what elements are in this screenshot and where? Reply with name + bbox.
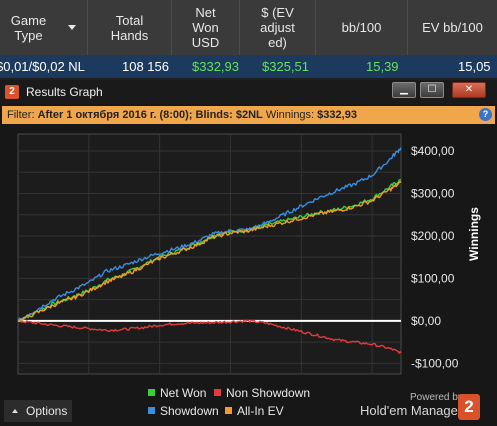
series-line-showdown xyxy=(17,147,402,322)
column-header-label: $ (EV adjust ed) xyxy=(260,5,295,50)
winnings-label: Winnings: xyxy=(265,109,315,121)
column-header-ev-adjusted[interactable]: $ (EV adjust ed) xyxy=(239,0,315,55)
maximize-button[interactable]: ☐ xyxy=(420,82,444,98)
minimize-button[interactable]: ▁ xyxy=(392,82,416,98)
column-header-ev-bb100[interactable]: EV bb/100 xyxy=(407,0,497,55)
legend-item-net-won[interactable]: Net Won xyxy=(148,386,206,400)
series-line-all-in-ev xyxy=(17,180,402,322)
y-tick-label: $300,00 xyxy=(411,186,455,200)
legend-swatch xyxy=(148,389,155,396)
column-header-net-won[interactable]: Net Won USD xyxy=(171,0,239,55)
y-tick-label: $100,00 xyxy=(411,271,455,285)
winnings-value: $332,93 xyxy=(317,109,357,121)
powered-by-text: Powered by xyxy=(410,392,463,403)
cell-bb100: 15,39 xyxy=(366,59,399,74)
cell-ev-adjusted: $325,51 xyxy=(262,59,309,74)
options-button[interactable]: Options xyxy=(4,400,72,422)
legend-label: Non Showdown xyxy=(226,386,311,400)
column-header-bb100[interactable]: bb/100 xyxy=(315,0,407,55)
y-tick-label: $400,00 xyxy=(411,144,455,158)
cell-ev-bb100: 15,05 xyxy=(458,59,491,74)
close-button[interactable]: ✕ xyxy=(452,82,486,98)
stats-table: Game Type Total Hands Net Won USD $ (EV … xyxy=(0,0,497,78)
app-logo-icon: 2 xyxy=(5,85,19,99)
series-line-non-showdown xyxy=(17,319,402,354)
column-header-total-hands[interactable]: Total Hands xyxy=(87,0,171,55)
results-chart: $400,00 $300,00 $200,00 $100,00 $0,00 -$100,0… xyxy=(17,133,481,375)
window-title: Results Graph xyxy=(26,85,103,99)
cell-total-hands: 108 156 xyxy=(122,59,169,74)
y-tick-label: $200,00 xyxy=(411,229,455,243)
table-row[interactable]: $0,01/$0,02 NL 108 156 $332,93 $325,51 1… xyxy=(0,55,497,78)
window-titlebar[interactable]: 2 Results Graph ▁ ☐ ✕ xyxy=(0,80,497,104)
legend-swatch xyxy=(148,407,155,414)
legend-item-non-showdown[interactable]: Non Showdown xyxy=(214,386,310,400)
y-tick-label: -$100,00 xyxy=(411,356,459,370)
legend-label: Showdown xyxy=(160,404,219,418)
filter-value: After 1 октября 2016 г. (8:00); Blinds: … xyxy=(37,109,263,121)
cell-game-type: $0,01/$0,02 NL xyxy=(0,59,85,74)
stats-table-header: Game Type Total Hands Net Won USD $ (EV … xyxy=(0,0,497,55)
brand-name: Hold'em Manager xyxy=(360,403,463,418)
help-icon[interactable]: ? xyxy=(479,108,492,121)
options-label: Options xyxy=(26,404,68,418)
legend-item-all-in-ev[interactable]: All-In EV xyxy=(225,404,284,418)
brand-logo-icon: 2 xyxy=(458,394,480,420)
cell-net-won: $332,93 xyxy=(192,59,239,74)
legend-swatch xyxy=(225,407,232,414)
column-header-label: EV bb/100 xyxy=(422,20,483,35)
series-line-net-won xyxy=(17,178,402,322)
filter-label: Filter: xyxy=(7,109,35,121)
legend-label: All-In EV xyxy=(237,404,284,418)
column-header-label: Game Type xyxy=(10,12,47,43)
caret-up-icon xyxy=(12,409,18,413)
plot-area xyxy=(17,133,402,375)
column-header-game-type[interactable]: Game Type xyxy=(0,0,87,55)
filter-bar: Filter: After 1 октября 2016 г. (8:00); … xyxy=(2,106,495,124)
y-tick-label: $0,00 xyxy=(411,314,441,328)
column-header-label: Net Won USD xyxy=(191,5,220,50)
column-header-label: bb/100 xyxy=(341,20,382,35)
y-axis-title: Winnings xyxy=(467,207,481,261)
sort-arrow-icon[interactable] xyxy=(68,25,77,30)
legend-swatch xyxy=(214,389,221,396)
column-header-label: Total Hands xyxy=(110,12,149,43)
legend-item-showdown[interactable]: Showdown xyxy=(148,404,219,418)
results-graph-window: 2 Results Graph ▁ ☐ ✕ Filter: After 1 ок… xyxy=(0,80,497,426)
legend-label: Net Won xyxy=(160,386,207,400)
